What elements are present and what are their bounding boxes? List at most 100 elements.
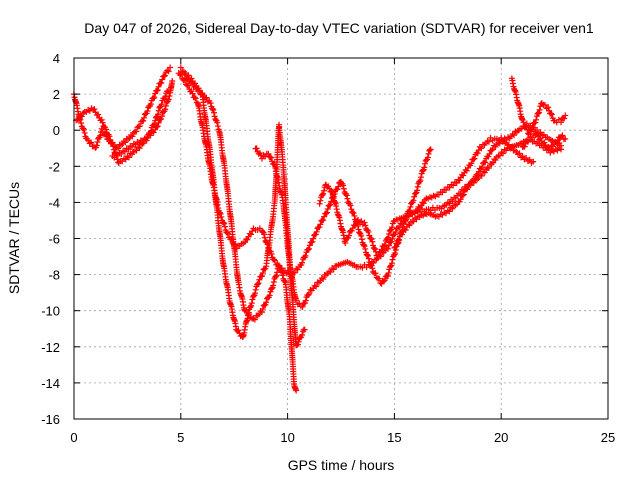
y-tick-label: 4	[53, 51, 60, 66]
data-point	[305, 245, 312, 252]
data-point	[371, 245, 378, 252]
data-point	[248, 302, 255, 309]
data-point	[424, 154, 431, 161]
data-point	[358, 218, 365, 225]
data-point	[250, 315, 257, 322]
data-point	[417, 177, 424, 184]
data-point	[294, 341, 301, 348]
data-point	[270, 161, 277, 168]
y-tick-label: -16	[41, 412, 60, 427]
data-point	[360, 241, 367, 248]
data-point	[316, 200, 323, 207]
data-point	[326, 185, 333, 192]
data-point	[343, 192, 350, 199]
data-point	[486, 150, 493, 157]
data-point	[528, 126, 535, 133]
data-point	[323, 210, 330, 217]
data-point	[530, 158, 537, 165]
data-point	[340, 185, 347, 192]
data-point	[395, 237, 402, 244]
data-point	[412, 190, 419, 197]
data-point	[278, 269, 285, 276]
data-point	[529, 123, 536, 130]
data-point	[294, 266, 301, 273]
data-point	[485, 165, 492, 172]
data-point	[474, 150, 481, 157]
data-point	[270, 282, 277, 289]
data-point	[499, 138, 506, 145]
data-point	[320, 276, 327, 283]
data-point	[545, 104, 552, 111]
data-point	[217, 210, 224, 217]
data-point	[244, 236, 251, 243]
data-point	[268, 154, 275, 161]
data-point	[537, 135, 544, 142]
data-point	[162, 102, 169, 109]
data-point	[335, 183, 342, 190]
data-point	[384, 272, 391, 279]
data-point	[218, 213, 225, 220]
x-tick-label: 10	[280, 430, 294, 445]
y-tick-label: -10	[41, 304, 60, 319]
data-point	[209, 106, 216, 113]
data-point	[521, 143, 528, 150]
data-point	[362, 245, 369, 252]
data-point	[177, 64, 184, 71]
data-point	[151, 94, 158, 101]
data-point	[389, 256, 396, 263]
data-point	[347, 202, 354, 209]
data-point	[259, 306, 266, 313]
data-point	[256, 276, 263, 283]
data-point	[207, 100, 214, 107]
data-point	[270, 278, 277, 285]
data-point	[395, 236, 402, 243]
data-point	[532, 119, 539, 126]
data-point	[488, 147, 495, 154]
data-point	[365, 228, 372, 235]
data-point	[261, 234, 268, 241]
data-point	[261, 231, 268, 238]
data-point	[367, 262, 374, 269]
data-point	[367, 235, 374, 242]
data-point	[121, 148, 128, 155]
data-point	[463, 167, 470, 174]
data-point	[523, 154, 530, 161]
data-point	[537, 129, 544, 136]
data-point	[348, 206, 355, 213]
data-point	[94, 138, 101, 145]
data-point	[485, 153, 492, 160]
data-point	[254, 281, 261, 288]
data-point	[265, 150, 272, 157]
data-point	[370, 260, 377, 267]
data-point	[478, 145, 485, 152]
y-tick-label: -6	[48, 232, 60, 247]
data-point	[459, 192, 466, 199]
data-point	[91, 106, 98, 113]
data-point	[392, 229, 399, 236]
series-track-2	[73, 88, 171, 166]
data-point	[248, 300, 255, 307]
data-point	[267, 154, 274, 161]
data-point	[78, 113, 85, 120]
data-point	[167, 64, 174, 71]
data-point	[97, 132, 104, 139]
data-point	[258, 155, 265, 162]
data-point	[115, 145, 122, 152]
data-point	[384, 245, 391, 252]
data-point	[252, 290, 259, 297]
data-point	[155, 83, 162, 90]
data-point	[460, 172, 467, 179]
data-point	[249, 228, 256, 235]
data-point	[396, 224, 403, 231]
data-point	[166, 92, 173, 99]
data-point	[541, 102, 548, 109]
data-point	[471, 155, 478, 162]
data-point	[320, 217, 327, 224]
data-point	[243, 308, 250, 315]
data-point	[533, 116, 540, 123]
data-point	[418, 174, 425, 181]
data-point	[562, 135, 569, 142]
data-point	[133, 128, 140, 135]
data-point	[144, 108, 151, 115]
data-point	[309, 238, 316, 245]
